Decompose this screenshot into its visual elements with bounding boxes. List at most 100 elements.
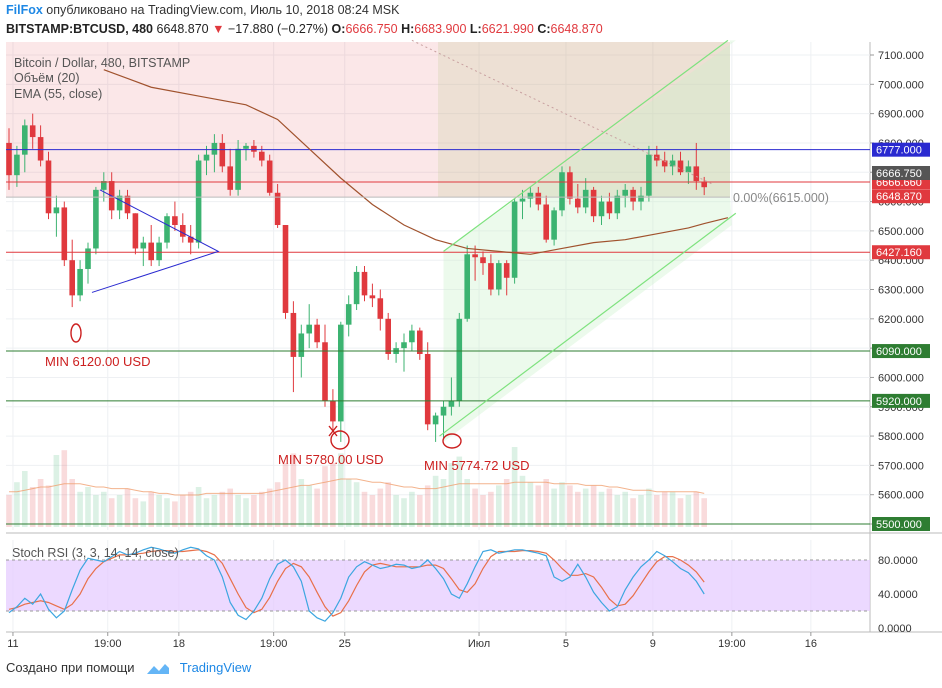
ema-legend[interactable]: EMA (55, close) bbox=[14, 87, 103, 101]
volume-bar bbox=[448, 463, 455, 527]
candle-body bbox=[85, 248, 91, 269]
close-value: 6648.870 bbox=[550, 22, 603, 36]
volume-bar bbox=[464, 479, 470, 527]
volume-bar bbox=[567, 485, 573, 527]
volume-bar bbox=[582, 488, 589, 527]
resistance-zone bbox=[6, 42, 730, 198]
candle-body bbox=[543, 204, 549, 240]
stoch-tick-label: 0.0000 bbox=[878, 623, 912, 635]
channel-lower-line bbox=[439, 212, 737, 437]
high-label: H: bbox=[401, 22, 415, 36]
volume-bar bbox=[527, 482, 534, 527]
price-tick-label: 5600.000 bbox=[878, 490, 924, 502]
volume-bar bbox=[45, 485, 52, 527]
volume-bar bbox=[156, 495, 162, 527]
price-tick-label: 5700.000 bbox=[878, 460, 924, 472]
candle-body bbox=[385, 318, 391, 354]
volume-bar bbox=[14, 482, 20, 527]
volume-bar bbox=[677, 498, 684, 527]
candle-body bbox=[417, 330, 423, 354]
low-circle-marker bbox=[70, 323, 82, 343]
tradingview-link[interactable]: TradingView bbox=[179, 660, 252, 675]
volume-bar bbox=[148, 491, 154, 527]
volume-bar bbox=[235, 495, 241, 527]
candle-body bbox=[575, 198, 581, 208]
volume-bar bbox=[172, 501, 178, 527]
candle-body bbox=[322, 342, 328, 401]
candle-body bbox=[590, 189, 597, 217]
low-value: 6621.990 bbox=[481, 22, 534, 36]
candle-body bbox=[622, 189, 628, 196]
candle-body bbox=[472, 254, 478, 258]
candle-body bbox=[77, 268, 83, 296]
tradingview-logo-icon bbox=[147, 663, 170, 674]
triangle-pattern bbox=[91, 189, 220, 293]
candle-body bbox=[606, 201, 613, 214]
volume-legend[interactable]: Объём (20) bbox=[14, 71, 80, 85]
candle-body bbox=[156, 242, 162, 261]
price-level-tag bbox=[872, 189, 930, 204]
time-tick-label: 9 bbox=[650, 638, 656, 650]
candle-body bbox=[148, 242, 154, 261]
author-name[interactable]: FilFox bbox=[6, 3, 43, 17]
candle-body bbox=[14, 154, 20, 176]
chart-title-legend[interactable]: Bitcoin / Dollar, 480, BITSTAMP bbox=[14, 56, 191, 70]
stoch-rsi-legend[interactable]: Stoch RSI (3, 3, 14, 14, close) bbox=[12, 546, 179, 560]
volume-bar bbox=[401, 498, 407, 527]
candle-body bbox=[101, 181, 107, 190]
volume-bar bbox=[409, 491, 415, 527]
volume-bar bbox=[101, 491, 107, 527]
candle-body bbox=[353, 271, 360, 305]
volume-bar bbox=[559, 482, 565, 527]
stoch-tick-label: 80.0000 bbox=[878, 555, 918, 567]
candle-body bbox=[219, 142, 226, 167]
last-price: 6648.870 bbox=[156, 22, 209, 36]
candle-body bbox=[243, 145, 249, 149]
time-tick-label: 5 bbox=[563, 638, 569, 650]
candle-body bbox=[266, 160, 273, 193]
volume-bar bbox=[598, 491, 605, 527]
price-level-tag bbox=[872, 393, 930, 408]
volume-bar bbox=[187, 491, 194, 527]
candle-body bbox=[424, 353, 431, 425]
low-circle-marker bbox=[330, 430, 350, 450]
candle-body bbox=[511, 201, 518, 278]
candle-body bbox=[22, 125, 28, 155]
candle-body bbox=[93, 189, 99, 249]
candle-body bbox=[314, 324, 320, 343]
candle-body bbox=[464, 254, 470, 319]
price-tick-label: 6900.000 bbox=[878, 109, 924, 121]
annotation-min-2: MIN 5780.00 USD bbox=[278, 452, 384, 467]
candle-body bbox=[235, 148, 241, 190]
volume-bar bbox=[488, 491, 494, 527]
price-tick-label: 6200.000 bbox=[878, 314, 924, 326]
volume-bar bbox=[424, 485, 431, 527]
price-level-label: 6777.000 bbox=[876, 145, 922, 157]
candle-body bbox=[338, 324, 344, 422]
time-tick-label: 18 bbox=[173, 638, 185, 650]
volume-bar bbox=[93, 495, 99, 527]
time-tick-label: Июл bbox=[468, 638, 490, 650]
volume-bar bbox=[654, 495, 660, 527]
volume-bar bbox=[614, 495, 621, 527]
volume-bar bbox=[164, 498, 170, 527]
candle-body bbox=[306, 324, 312, 334]
volume-bar bbox=[330, 463, 336, 527]
candle-body bbox=[440, 406, 447, 416]
candle-body bbox=[282, 225, 289, 313]
price-tick-label: 6300.000 bbox=[878, 285, 924, 297]
price-level-label: 6666.660 bbox=[876, 177, 922, 189]
close-label: C: bbox=[537, 22, 551, 36]
volume-bar bbox=[322, 466, 328, 527]
volume-bar bbox=[519, 475, 526, 527]
candle-body bbox=[180, 225, 186, 237]
cross-marker bbox=[328, 425, 338, 437]
volume-bar bbox=[377, 488, 384, 527]
price-level-label: 6666.750 bbox=[876, 168, 922, 180]
candle-body bbox=[646, 154, 652, 196]
volume-bar bbox=[124, 488, 131, 527]
candle-body bbox=[345, 304, 352, 325]
footer: Создано при помощи TradingView bbox=[6, 660, 251, 676]
candle-body bbox=[369, 295, 376, 299]
